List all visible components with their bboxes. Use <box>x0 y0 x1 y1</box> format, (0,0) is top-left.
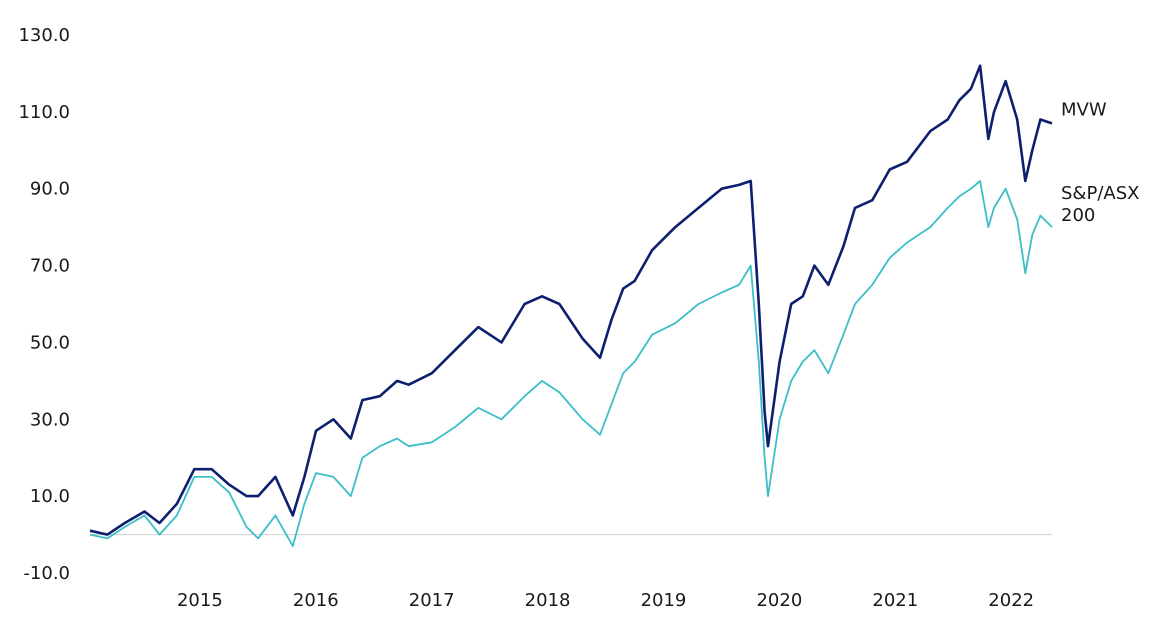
series-label: 200 <box>1061 205 1095 226</box>
y-axis-ticks: 130.0 110.0 90.0 70.0 50.0 30.0 10.0 -10.0 <box>18 25 70 584</box>
y-tick-label: 30.0 <box>30 409 70 430</box>
x-tick-label: 2018 <box>525 590 571 611</box>
y-tick-label: 50.0 <box>30 332 70 353</box>
y-tick-label: -10.0 <box>23 563 70 584</box>
y-tick-label: 130.0 <box>18 25 70 46</box>
x-tick-label: 2022 <box>988 590 1034 611</box>
series-lines <box>89 64 1053 547</box>
x-tick-label: 2017 <box>409 590 455 611</box>
x-tick-label: 2021 <box>872 590 918 611</box>
y-tick-label: 70.0 <box>30 256 70 277</box>
y-tick-label: 110.0 <box>18 102 70 123</box>
x-tick-label: 2015 <box>177 590 223 611</box>
x-tick-label: 2016 <box>293 590 339 611</box>
x-axis-ticks: 2015 2016 2017 2018 2019 2020 2021 2022 <box>177 590 1034 611</box>
y-tick-label: 10.0 <box>30 486 70 507</box>
x-tick-label: 2020 <box>756 590 802 611</box>
series-label: S&P/ASX <box>1061 183 1139 204</box>
series-label: MVW <box>1061 99 1107 120</box>
series-line-s-p-asx-200 <box>89 180 1053 547</box>
series-line-mvw <box>89 64 1053 536</box>
y-tick-label: 90.0 <box>30 179 70 200</box>
x-tick-label: 2019 <box>641 590 687 611</box>
